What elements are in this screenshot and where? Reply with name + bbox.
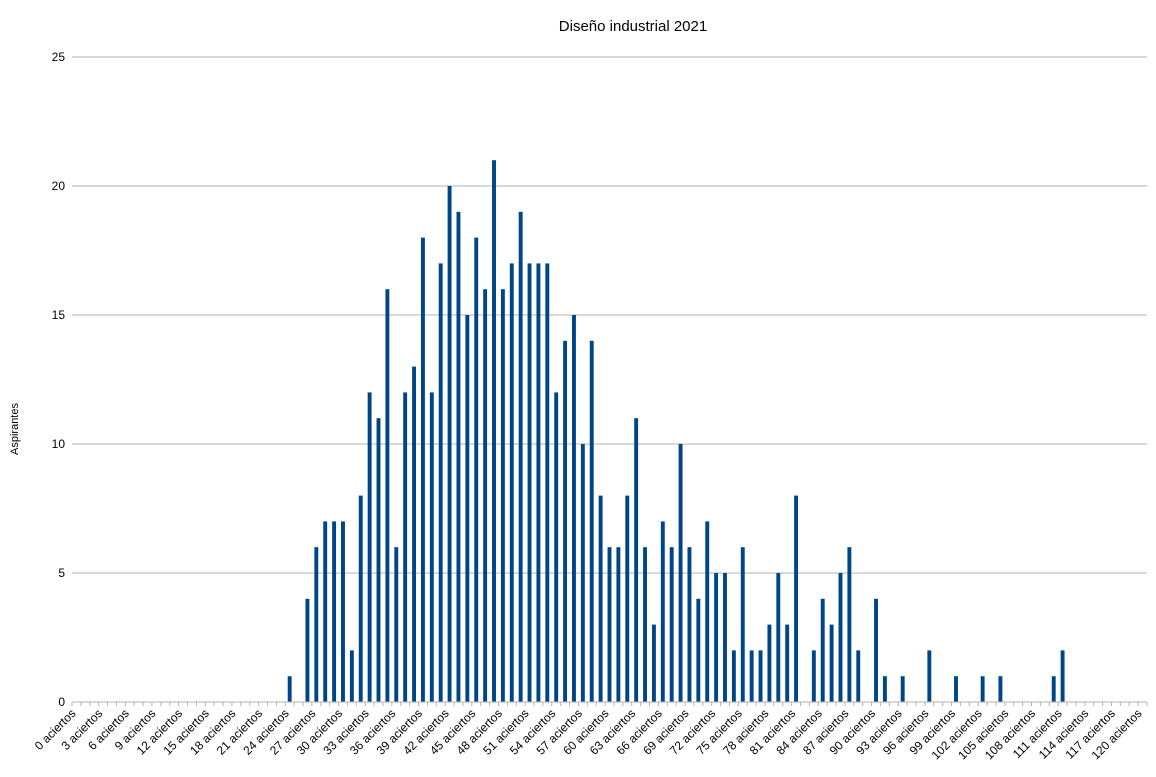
bar bbox=[287, 676, 292, 702]
bar bbox=[660, 521, 665, 702]
bar bbox=[536, 263, 541, 702]
y-tick-label: 25 bbox=[52, 50, 66, 64]
bar bbox=[607, 547, 612, 702]
bar bbox=[447, 186, 452, 702]
bar bbox=[474, 237, 479, 702]
bar bbox=[367, 392, 372, 702]
bar bbox=[749, 650, 754, 702]
bar bbox=[785, 624, 790, 702]
chart-title: Diseño industrial 2021 bbox=[559, 18, 707, 35]
bar bbox=[518, 211, 523, 703]
bar bbox=[882, 676, 887, 702]
bar bbox=[456, 211, 461, 703]
bar bbox=[349, 650, 354, 702]
bar bbox=[794, 495, 799, 702]
y-axis-ticks: 0 5 10 15 20 25 bbox=[52, 50, 66, 709]
bar bbox=[358, 495, 363, 702]
bar bbox=[767, 624, 772, 702]
y-tick-label: 10 bbox=[52, 437, 66, 451]
bar bbox=[847, 547, 852, 702]
bar bbox=[394, 547, 399, 702]
bar bbox=[509, 263, 514, 702]
bar bbox=[429, 392, 434, 702]
bar bbox=[838, 573, 843, 702]
bar bbox=[420, 237, 425, 702]
bar bbox=[776, 573, 781, 702]
bar bbox=[527, 263, 532, 702]
bar bbox=[500, 289, 505, 702]
bar bbox=[403, 392, 408, 702]
bar bbox=[998, 676, 1003, 702]
bar bbox=[696, 598, 701, 702]
bar bbox=[332, 521, 337, 702]
bar bbox=[625, 495, 630, 702]
bar bbox=[927, 650, 932, 702]
bar bbox=[314, 547, 319, 702]
bars bbox=[287, 160, 1065, 703]
bar bbox=[811, 650, 816, 702]
bar bbox=[980, 676, 985, 702]
bar bbox=[1051, 676, 1056, 702]
bar bbox=[589, 340, 594, 702]
bar bbox=[874, 598, 878, 702]
y-tick-label: 15 bbox=[52, 308, 66, 322]
bar bbox=[376, 418, 381, 702]
bar bbox=[385, 289, 390, 702]
bar bbox=[740, 547, 745, 702]
y-tick-label: 5 bbox=[58, 566, 65, 580]
bar bbox=[678, 444, 683, 702]
bar bbox=[563, 340, 568, 702]
x-axis bbox=[71, 701, 1148, 706]
bar bbox=[731, 650, 736, 702]
bar bbox=[829, 624, 834, 702]
bar bbox=[669, 547, 674, 702]
gridlines bbox=[72, 56, 1147, 574]
bar bbox=[323, 521, 328, 702]
bar bbox=[714, 573, 719, 702]
y-tick-label: 20 bbox=[52, 179, 66, 193]
y-tick-label: 0 bbox=[58, 695, 65, 709]
bar bbox=[572, 315, 576, 702]
bar bbox=[341, 521, 345, 702]
bar bbox=[634, 418, 639, 702]
bar bbox=[758, 650, 763, 702]
bar bbox=[954, 676, 958, 702]
bar bbox=[643, 547, 647, 702]
bar bbox=[1060, 650, 1065, 702]
bar bbox=[820, 598, 825, 702]
bar bbox=[598, 495, 603, 702]
bar bbox=[412, 366, 416, 702]
bar bbox=[616, 547, 621, 702]
bar bbox=[900, 676, 905, 702]
bar bbox=[483, 289, 488, 702]
bar bbox=[438, 263, 443, 702]
bar bbox=[705, 521, 710, 702]
bar bbox=[545, 263, 550, 702]
bar bbox=[465, 315, 470, 702]
bar bbox=[554, 392, 559, 702]
bar bbox=[651, 624, 656, 702]
bar bbox=[856, 650, 861, 702]
bar bbox=[305, 598, 310, 702]
y-axis-label: Aspirantes bbox=[9, 403, 21, 455]
bar bbox=[492, 160, 496, 702]
bar bbox=[687, 547, 692, 702]
bar bbox=[723, 573, 727, 702]
bar bbox=[580, 444, 585, 702]
